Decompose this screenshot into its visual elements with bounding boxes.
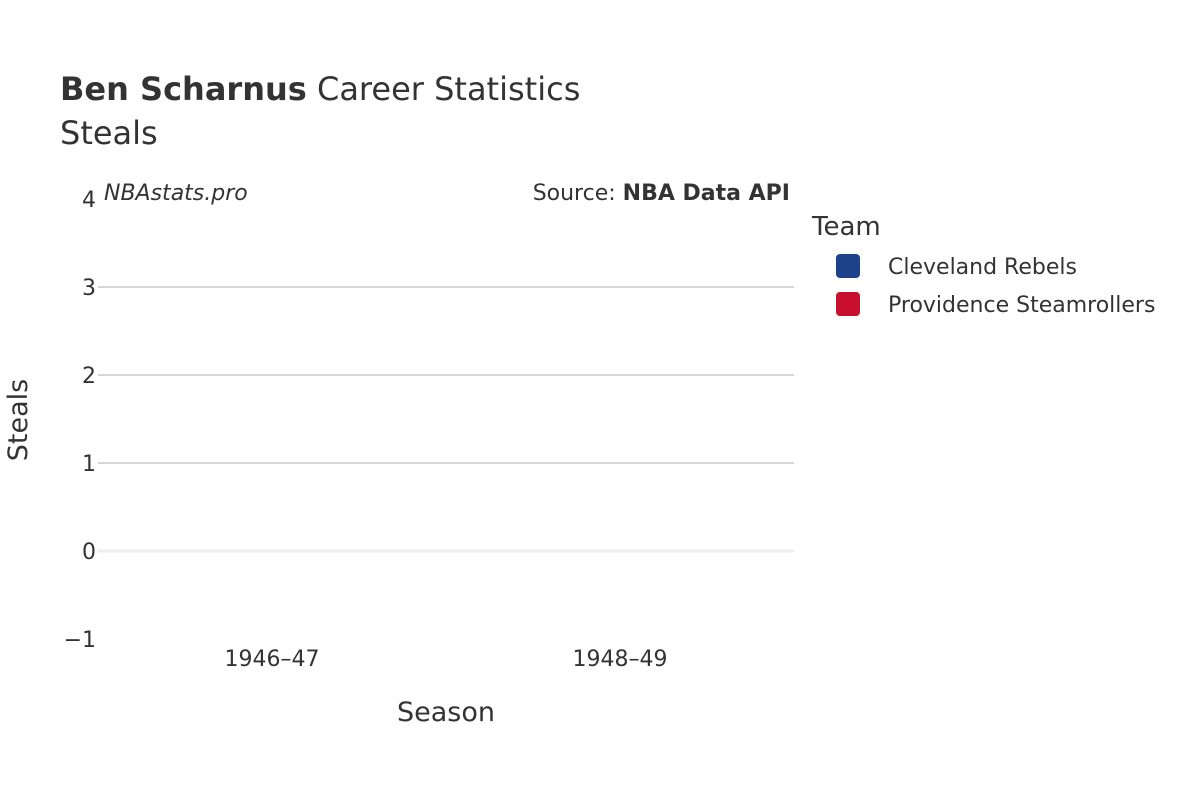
legend: Team Cleveland Rebels Providence Steamrol… bbox=[811, 212, 1155, 318]
y-tick-label: 0 bbox=[82, 540, 96, 565]
watermark: NBAstats.pro bbox=[104, 181, 248, 206]
y-tick-label: 1 bbox=[82, 452, 96, 477]
legend-entries: Cleveland Rebels Providence Steamrollers bbox=[836, 254, 1155, 318]
y-axis-title: Steals bbox=[3, 379, 34, 461]
x-tick-label: 1946–47 bbox=[225, 647, 320, 672]
x-tick-label: 1948–49 bbox=[573, 647, 668, 672]
legend-swatch bbox=[836, 254, 860, 278]
y-tick-label: −1 bbox=[64, 628, 96, 653]
source-credit: Source: NBA Data API bbox=[533, 181, 790, 206]
chart-subtitle: Steals bbox=[60, 114, 158, 152]
legend-title: Team bbox=[811, 212, 881, 242]
x-tick-labels: 1946–47 1948–49 bbox=[225, 647, 668, 672]
legend-swatch bbox=[836, 292, 860, 316]
x-axis-title: Season bbox=[397, 697, 495, 728]
source-prefix: Source: bbox=[533, 181, 623, 206]
chart-title-suffix: Career Statistics bbox=[307, 70, 581, 108]
grid-layer bbox=[98, 286, 794, 553]
y-tick-label: 4 bbox=[82, 188, 96, 213]
source-name: NBA Data API bbox=[623, 181, 790, 206]
legend-label: Providence Steamrollers bbox=[888, 293, 1155, 318]
y-tick-labels: −1 0 1 2 3 4 bbox=[64, 188, 96, 653]
chart-title: Ben Scharnus Career Statistics bbox=[60, 70, 580, 108]
y-tick-label: 3 bbox=[82, 276, 96, 301]
chart-title-player: Ben Scharnus bbox=[60, 70, 307, 108]
y-tick-label: 2 bbox=[82, 364, 96, 389]
legend-label: Cleveland Rebels bbox=[888, 255, 1077, 280]
